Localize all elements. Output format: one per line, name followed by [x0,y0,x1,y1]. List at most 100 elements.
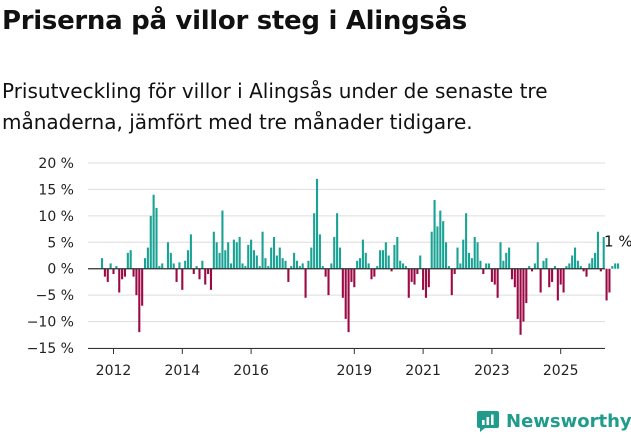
bar [416,268,419,274]
bar [304,268,307,298]
bar [596,231,600,269]
bar [207,268,210,274]
bar [241,263,244,269]
bar [350,268,353,282]
bar [505,252,508,269]
bar [135,268,138,296]
bar [573,247,577,269]
bar [482,268,485,274]
bar [112,268,115,274]
bar [158,266,161,269]
bar [605,268,608,301]
newsworthy-logo-icon [477,411,499,432]
bar [422,268,425,290]
bar [485,263,488,269]
chart-subtitle: Prisutveckling för villor i Alingsås und… [2,79,548,134]
bar [436,226,439,269]
bar [143,258,147,269]
bar [141,268,144,306]
bar [456,247,459,269]
bar [614,263,617,269]
bar [542,260,545,269]
bar [387,255,390,269]
bar [373,268,376,277]
bar [330,263,333,269]
bar [267,266,270,269]
bar [109,263,112,269]
bar [364,252,367,269]
bar [579,266,582,269]
bar [361,239,364,269]
bar [209,268,213,290]
bar [155,207,158,269]
bar [186,250,190,269]
bar [204,268,207,285]
bar [232,239,235,269]
bar [347,268,350,333]
bar [424,268,428,298]
bar [585,268,588,277]
bar [447,266,450,269]
bar [499,242,502,269]
bar [367,263,370,269]
bar [516,268,519,319]
bar [106,268,109,282]
bar [459,263,462,269]
bar [341,268,344,298]
bar [290,266,293,269]
bar [608,268,611,293]
bar [284,260,287,269]
bar [281,258,284,269]
y-tick-label: 10 % [38,209,74,225]
bar [264,258,267,269]
bar [287,268,290,282]
bar [591,258,594,269]
bar [358,258,362,269]
bar [258,266,261,269]
bar [275,255,278,269]
bar [533,263,536,269]
y-tick-label: −15 % [27,341,74,357]
bar [310,247,313,269]
bar [433,200,436,269]
bar [594,252,597,269]
bar [181,268,184,290]
bar [379,250,382,269]
bar [508,247,511,269]
bar [132,268,135,277]
bar [419,255,422,269]
bar [602,237,605,269]
bar [189,234,192,269]
bar [195,266,198,269]
bar [599,268,602,272]
bar [568,263,571,269]
bar [473,237,476,269]
chart-title: Priserna på villor steg i Alingsås [2,6,467,36]
bar [450,268,453,296]
bar [404,266,407,269]
bar [556,268,559,301]
bar [496,268,499,298]
bar [313,213,316,269]
bar [536,242,539,269]
bar [175,268,178,282]
bar [487,263,491,269]
x-tick-label: 2012 [96,363,132,379]
bar [442,221,445,269]
bar [493,268,496,285]
bar [255,255,258,269]
bar [510,268,514,280]
bar [465,213,468,269]
bar [582,268,585,272]
bar [344,268,347,319]
bar [115,266,118,269]
bar [178,262,181,269]
bar [321,266,324,269]
bar [470,258,473,269]
bar [224,250,227,269]
bar [444,242,448,269]
bar [221,210,224,269]
x-tick-label: 2016 [233,363,269,379]
bar [118,268,121,293]
bar [513,268,516,288]
